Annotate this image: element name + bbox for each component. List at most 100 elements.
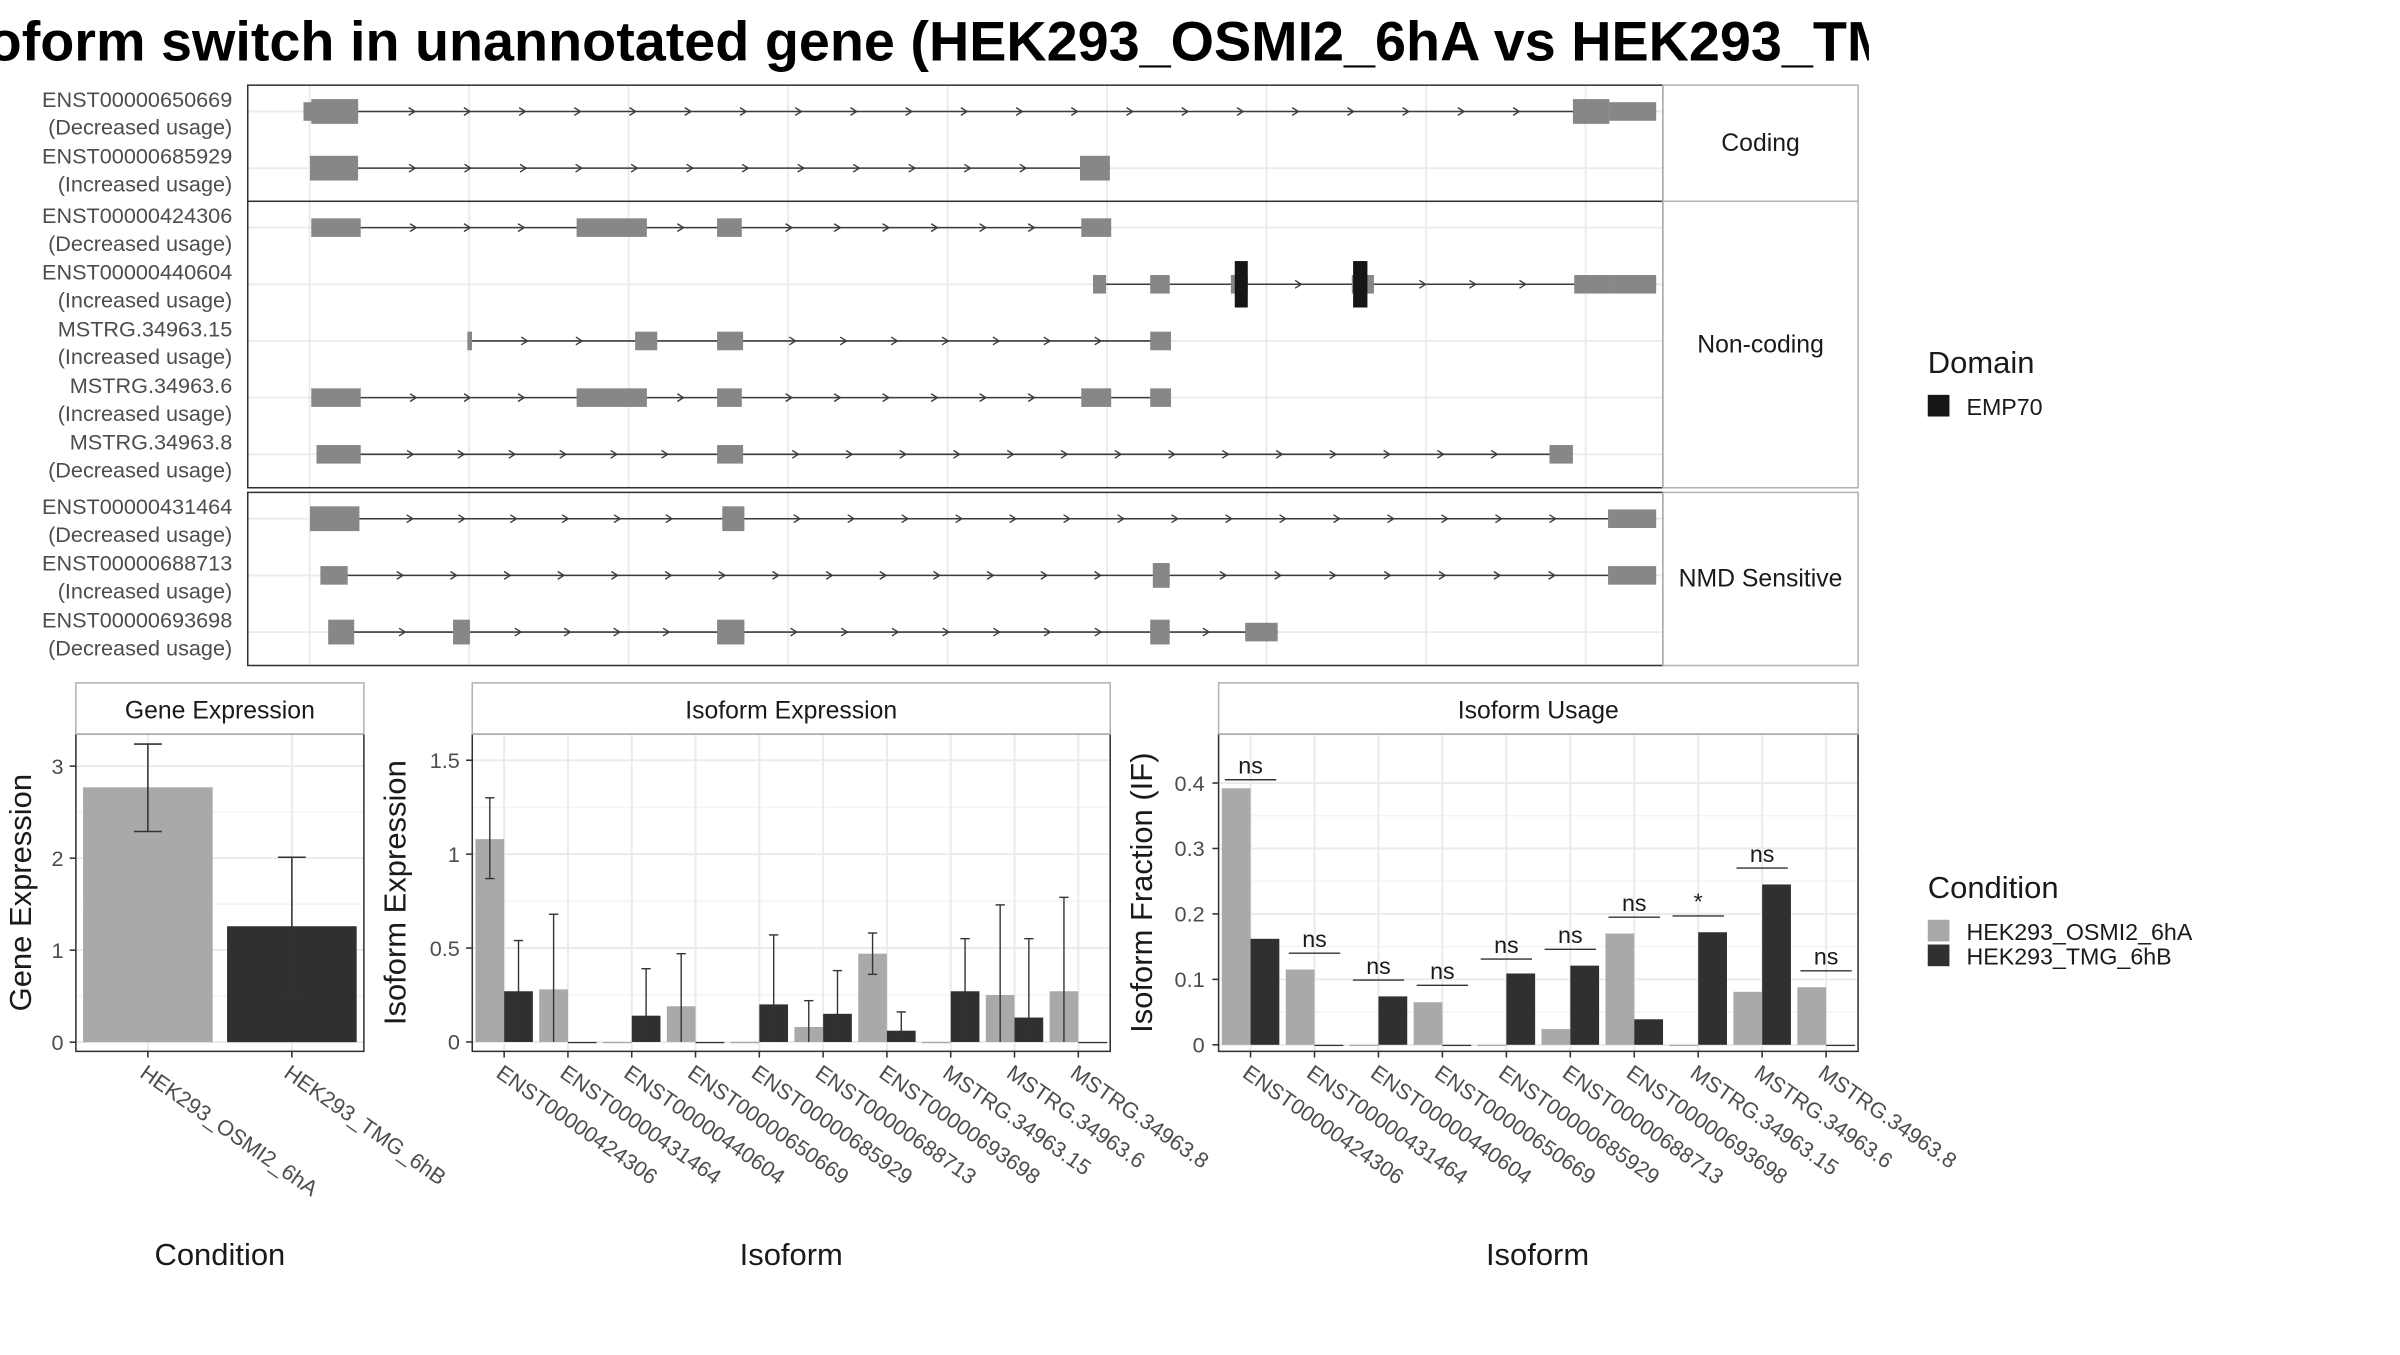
significance-label: ns (1430, 958, 1455, 984)
exon-block (1081, 388, 1112, 407)
bar (1285, 969, 1315, 1045)
direction-arrow (503, 570, 512, 580)
direction-arrow (1181, 107, 1190, 116)
y-axis-title: Isoform Expression (378, 760, 413, 1025)
direction-arrow (1060, 449, 1069, 459)
direction-arrow (1549, 514, 1557, 524)
transcript-id-label: ENST00000431464 (42, 494, 232, 519)
direction-arrow (1117, 514, 1126, 524)
exon-block (1092, 274, 1106, 294)
direction-arrow (833, 393, 842, 403)
exon-block (717, 331, 744, 351)
transcript-track: ENST00000685929(Increased usage) (42, 144, 1110, 196)
y-tick-label: 3 (51, 754, 63, 779)
direction-arrow (1418, 279, 1427, 289)
bar (1634, 1019, 1664, 1045)
direction-arrow (611, 570, 619, 580)
transcript-usage-label: (Decreased usage) (48, 522, 232, 547)
exon-block (1614, 274, 1657, 294)
direction-arrow (1063, 514, 1072, 524)
exon-block (635, 331, 658, 351)
direction-arrow (661, 449, 670, 459)
exon-block (1572, 99, 1610, 124)
direction-arrow (630, 163, 639, 173)
direction-arrow (1027, 393, 1036, 403)
exon-block (1608, 566, 1657, 585)
bar (1349, 1044, 1379, 1047)
bar (1221, 788, 1251, 1045)
exon-block (453, 619, 470, 645)
y-axis-title: Isoform Fraction (IF) (1124, 752, 1159, 1032)
direction-arrow (1347, 107, 1355, 116)
direction-arrow (899, 449, 908, 459)
direction-arrow (1040, 570, 1049, 580)
direction-arrow (986, 570, 995, 580)
direction-arrow (1512, 107, 1521, 116)
direction-arrow (847, 514, 856, 524)
direction-arrow (790, 627, 798, 637)
direction-arrow (1225, 514, 1234, 524)
bar (1826, 1044, 1855, 1047)
legend-label: EMP70 (1966, 394, 2042, 420)
transcript-id-label: ENST00000440604 (42, 260, 232, 285)
bar (1698, 932, 1727, 1045)
legend-swatch (1927, 919, 1950, 942)
exon-block (320, 566, 348, 585)
transcript-id-label: ENST00000693698 (42, 607, 232, 632)
exon-block (1081, 218, 1112, 237)
direction-arrow (514, 627, 523, 637)
significance-label: ns (1558, 922, 1583, 948)
exon-block (1150, 274, 1170, 294)
direction-arrow (993, 627, 1001, 637)
panel-title: Isoform Usage (1458, 697, 1619, 724)
direction-arrow (882, 393, 891, 403)
bar (1250, 938, 1280, 1045)
direction-arrow (1043, 627, 1052, 637)
bar (1314, 1044, 1344, 1047)
direction-arrow (563, 627, 572, 637)
bar (1442, 1044, 1472, 1047)
direction-arrow (629, 107, 638, 116)
direction-arrow (1019, 163, 1028, 173)
y-tick-label: 0.1 (1175, 967, 1205, 992)
facet-strip (1662, 84, 1859, 203)
bar (1078, 1041, 1108, 1044)
direction-arrow (517, 223, 526, 233)
domain-legend-title: Domain (1928, 345, 2035, 380)
direction-arrow (1333, 514, 1342, 524)
significance-label: ns (1238, 753, 1263, 779)
direction-arrow (955, 514, 964, 524)
transcript-usage-label: (Increased usage) (58, 401, 233, 426)
direction-arrow (963, 163, 972, 173)
bar (1413, 1002, 1443, 1045)
direction-arrow (676, 393, 685, 403)
y-tick-label: 0 (51, 1030, 63, 1055)
legends: Domain EMP70 Condition HEK293_OSMI2_6hAHEK2… (1927, 345, 2193, 970)
direction-arrow (613, 514, 622, 524)
bar (603, 1041, 632, 1044)
domain-block (1234, 261, 1248, 308)
direction-arrow (519, 163, 528, 173)
direction-arrow (464, 163, 473, 173)
direction-arrow (960, 107, 969, 116)
bar (1378, 996, 1408, 1045)
direction-arrow (1236, 107, 1245, 116)
exon-block (316, 445, 361, 464)
bar (1477, 1044, 1507, 1047)
transcript-id-label: ENST00000650669 (42, 87, 232, 112)
direction-arrow (1294, 279, 1303, 289)
direction-arrow (508, 449, 517, 459)
transcript-track: ENST00000424306 (Decreased usage) (42, 203, 1112, 256)
transcript-track: ENST00000431464 (Decreased usage) (42, 494, 1657, 547)
direction-arrow (684, 107, 693, 116)
transcript-usage-label: (Decreased usage) (48, 231, 232, 256)
direction-arrow (1168, 449, 1177, 459)
direction-arrow (845, 449, 854, 459)
direction-arrow (718, 570, 727, 580)
facet-strip (1662, 491, 1859, 667)
condition-legend-title: Condition (1928, 870, 2059, 905)
direction-arrow (573, 107, 582, 116)
transcript-id-label: ENST00000688713 (42, 551, 232, 576)
